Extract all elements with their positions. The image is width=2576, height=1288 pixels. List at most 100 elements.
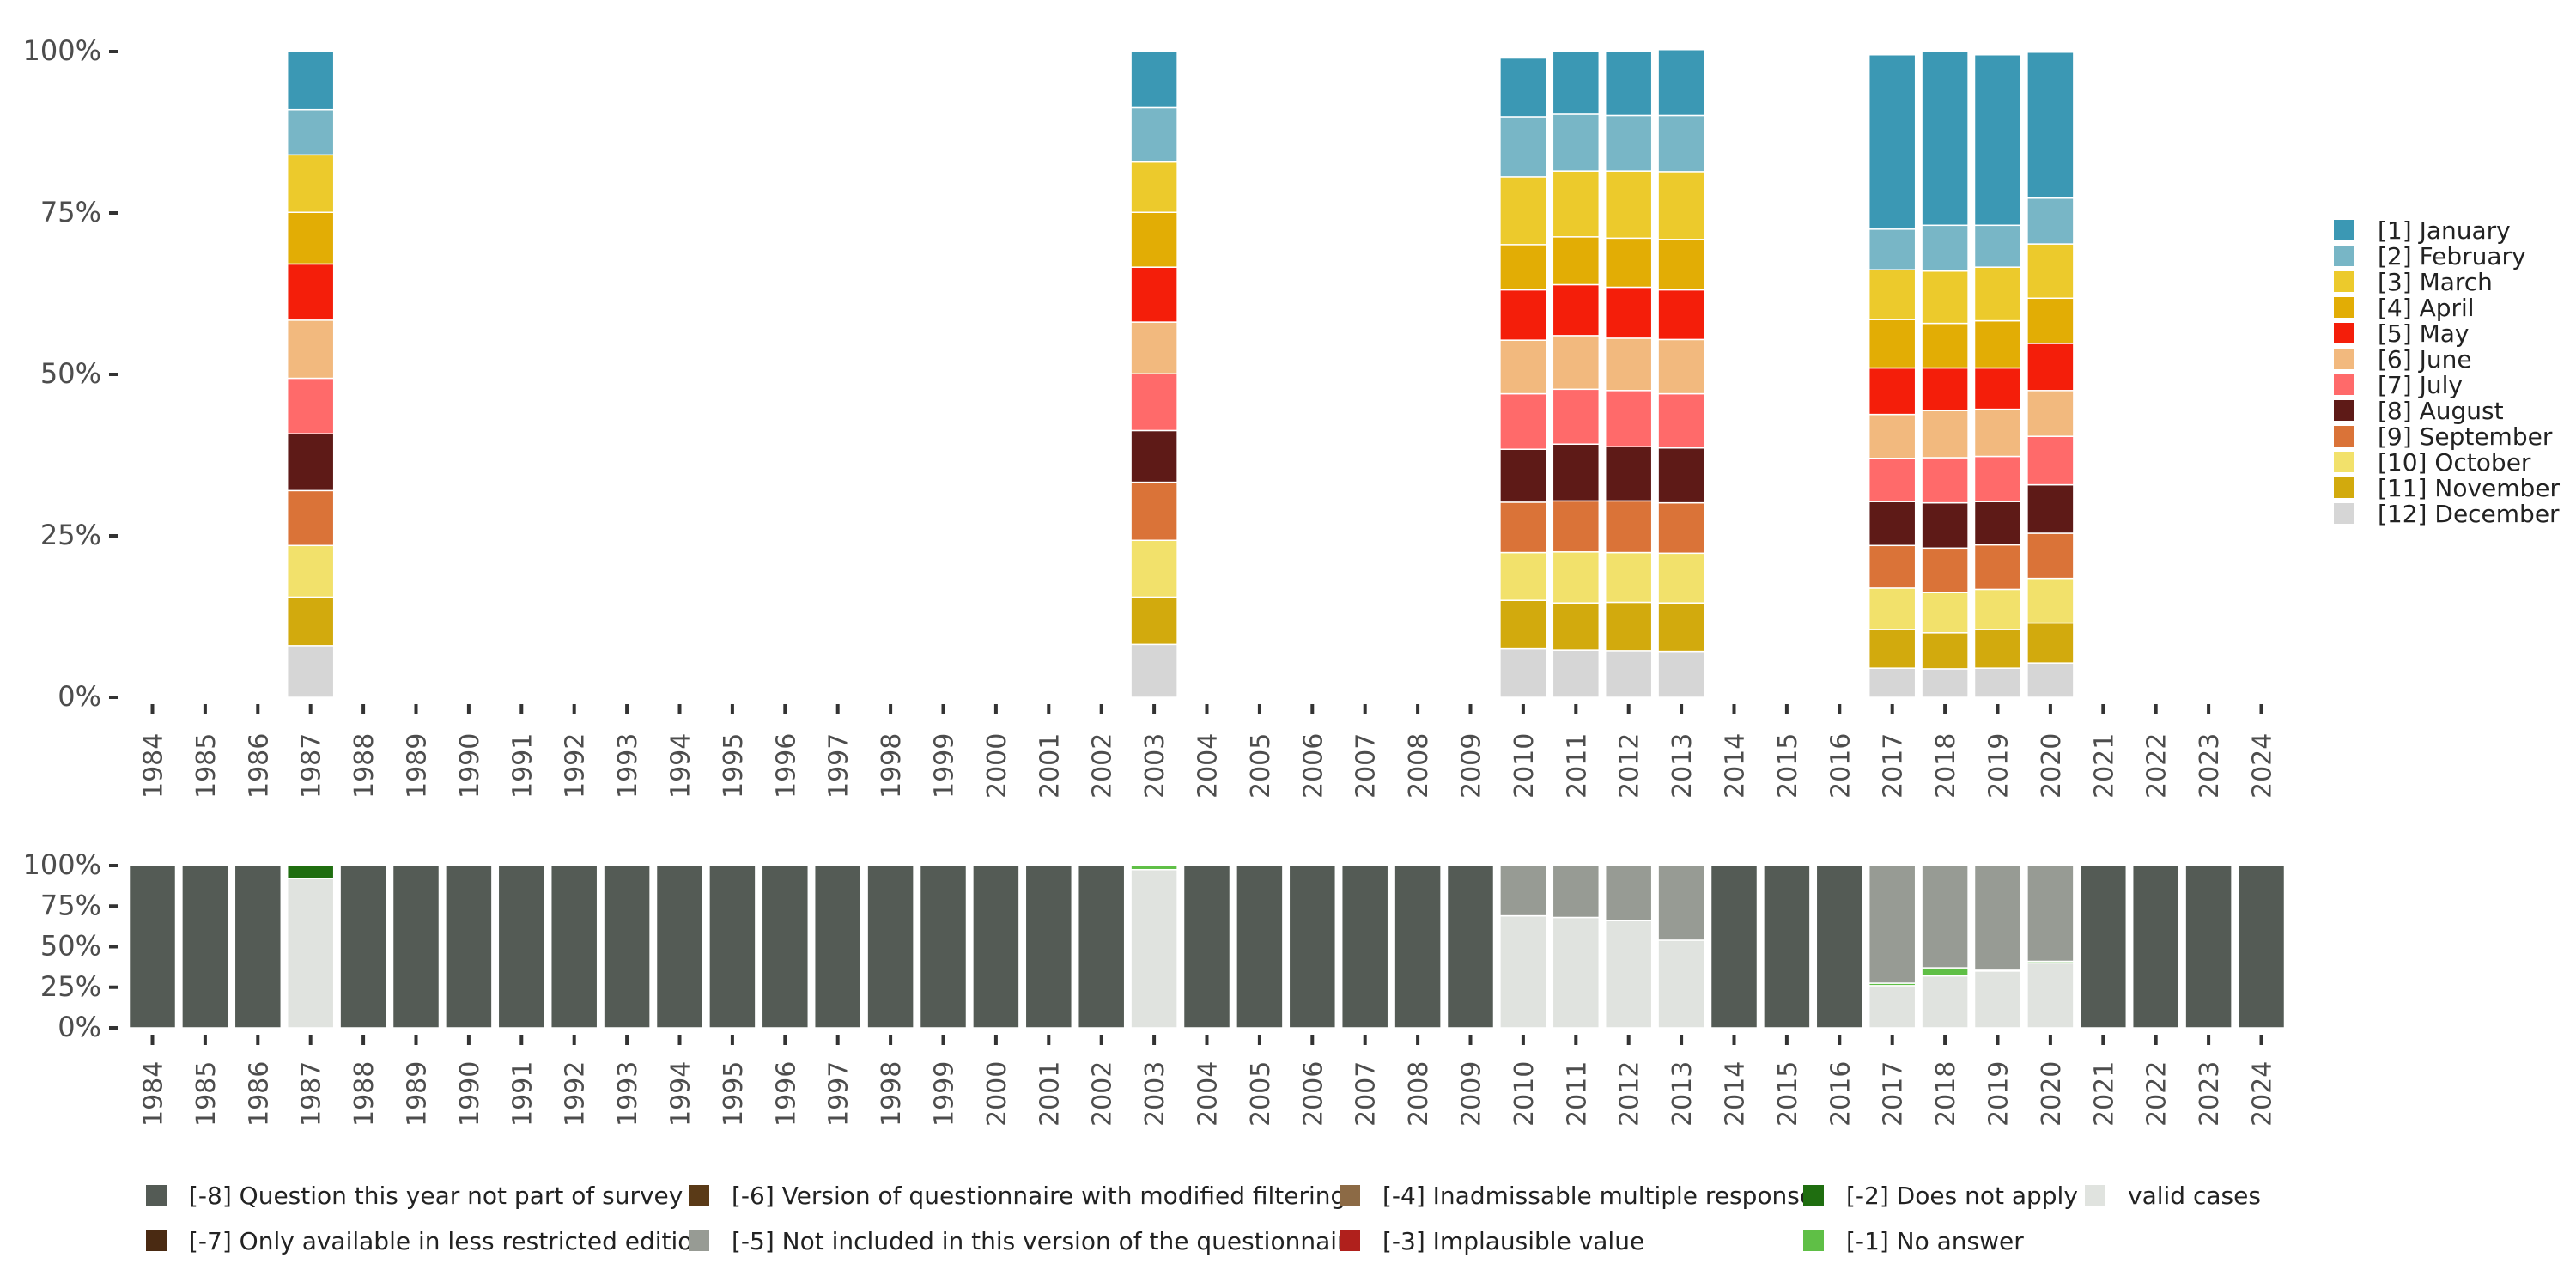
top-bar-segment bbox=[1868, 667, 1917, 698]
top-bar-segment bbox=[1499, 501, 1547, 554]
bottom-bar-segment bbox=[1710, 865, 1759, 1029]
top-bar-segment bbox=[1130, 321, 1178, 374]
top-bar-segment bbox=[286, 377, 335, 434]
top-x-tick-label: 2021 bbox=[2089, 733, 2119, 799]
bottom-y-tick-label: 50% bbox=[40, 930, 101, 963]
legend-label: [2] February bbox=[2378, 241, 2526, 270]
bottom-bar-segment bbox=[1552, 865, 1601, 919]
legend-label: [-6] Version of questionnaire with modif… bbox=[732, 1181, 1346, 1210]
top-x-tick-label: 1995 bbox=[719, 733, 749, 799]
bottom-bar-segment bbox=[1077, 865, 1126, 1029]
bottom-bar-segment bbox=[866, 865, 914, 1029]
top-bar-segment bbox=[1552, 113, 1601, 172]
legend-item-missing: [-5] Not included in this version of the… bbox=[689, 1224, 1361, 1258]
top-bar-segment bbox=[1868, 367, 1917, 416]
bottom-x-tick-label: 2008 bbox=[1404, 1061, 1434, 1127]
top-bar-segment bbox=[1921, 632, 1969, 670]
bottom-bar-segment bbox=[1340, 865, 1389, 1029]
bottom-bar-segment bbox=[1446, 865, 1495, 1029]
top-x-tick-label: 2007 bbox=[1352, 733, 1382, 799]
top-x-tick-label: 1992 bbox=[561, 733, 591, 799]
top-bar-segment bbox=[1499, 289, 1547, 341]
top-bar-segment bbox=[1973, 629, 2022, 669]
bottom-x-tick-label: 1994 bbox=[666, 1061, 696, 1127]
bottom-x-tick-label: 2007 bbox=[1352, 1061, 1382, 1127]
top-bar-segment bbox=[1921, 367, 1969, 411]
bottom-x-tick-label: 2004 bbox=[1194, 1061, 1224, 1127]
bottom-bar-segment bbox=[1657, 865, 1705, 941]
top-bar-segment bbox=[1552, 388, 1601, 445]
top-x-tick-label: 2020 bbox=[2037, 733, 2067, 799]
bottom-x-tick-label: 2012 bbox=[1615, 1061, 1645, 1127]
top-bar-segment bbox=[1552, 236, 1601, 286]
top-x-tick-label: 2011 bbox=[1562, 733, 1592, 799]
bottom-x-tick-label: 2016 bbox=[1826, 1061, 1856, 1127]
legend-swatch bbox=[2334, 426, 2354, 447]
legend-item-month: [4] April bbox=[2334, 294, 2560, 322]
top-x-tick-label: 2003 bbox=[1140, 733, 1170, 799]
top-bar-segment bbox=[1130, 373, 1178, 432]
bottom-x-tick-label: 1993 bbox=[613, 1061, 643, 1127]
top-bar-segment bbox=[1552, 443, 1601, 502]
top-bar-segment bbox=[1868, 544, 1917, 589]
bottom-x-tick-label: 1988 bbox=[349, 1061, 380, 1127]
legend-label: [-8] Question this year not part of surv… bbox=[189, 1181, 683, 1210]
bottom-x-tick-label: 2019 bbox=[1984, 1061, 2014, 1127]
bottom-bar-segment bbox=[339, 865, 387, 1029]
top-x-tick-label: 2012 bbox=[1615, 733, 1645, 799]
top-x-tick-label: 2000 bbox=[982, 733, 1012, 799]
top-bar-segment bbox=[1604, 337, 1653, 392]
legend-swatch bbox=[689, 1230, 709, 1251]
top-bar-segment bbox=[1130, 161, 1178, 213]
bottom-x-tick-label: 2003 bbox=[1140, 1061, 1170, 1127]
bottom-x-tick-label: 1995 bbox=[719, 1061, 749, 1127]
top-bar-segment bbox=[2026, 435, 2075, 486]
top-bar-segment bbox=[1657, 501, 1705, 555]
top-x-tick-label: 1987 bbox=[297, 733, 327, 799]
top-bar-segment bbox=[2026, 297, 2075, 344]
bottom-x-tick-label: 2013 bbox=[1668, 1061, 1698, 1127]
legend-swatch bbox=[2334, 452, 2354, 472]
top-bar-segment bbox=[286, 544, 335, 598]
top-bar-segment bbox=[1552, 551, 1601, 604]
top-bar-segment bbox=[1499, 551, 1547, 601]
top-bar-segment bbox=[1921, 547, 1969, 593]
top-bar-segment bbox=[2026, 390, 2075, 437]
top-x-tick-label: 2019 bbox=[1984, 733, 2014, 799]
legend-swatch bbox=[2334, 323, 2354, 343]
bottom-x-tick-label: 1990 bbox=[455, 1061, 485, 1127]
legend-swatch bbox=[2334, 271, 2354, 292]
bottom-bar-segment bbox=[181, 865, 229, 1029]
top-bar-segment bbox=[1657, 239, 1705, 291]
bottom-bar-segment bbox=[761, 865, 810, 1029]
legend-swatch bbox=[2334, 220, 2354, 240]
bottom-x-tick-label: 2024 bbox=[2248, 1061, 2278, 1127]
bottom-x-tick-label: 1997 bbox=[824, 1061, 854, 1127]
bottom-bar-segment bbox=[286, 878, 335, 1029]
top-bar-segment bbox=[286, 319, 335, 380]
top-bar-segment bbox=[1604, 500, 1653, 554]
bottom-x-tick-label: 2005 bbox=[1246, 1061, 1276, 1127]
legend-item-missing: [-8] Question this year not part of surv… bbox=[146, 1178, 683, 1212]
top-x-tick-label: 2013 bbox=[1668, 733, 1698, 799]
top-x-tick-label: 2014 bbox=[1721, 733, 1751, 799]
bottom-x-tick-label: 2009 bbox=[1457, 1061, 1487, 1127]
top-chart-months: 0% 25% 50% 75% 100% 1984 1985 1986 1987 1988 1989 1… bbox=[23, 34, 2278, 799]
legend-label: [1] January bbox=[2378, 216, 2511, 245]
top-bar-segment bbox=[1868, 629, 1917, 669]
top-x-tick-label: 2008 bbox=[1404, 733, 1434, 799]
top-bar-segment bbox=[1973, 367, 2022, 410]
bottom-bar-segment bbox=[1763, 865, 1811, 1029]
bottom-bar-segment bbox=[1130, 865, 1178, 871]
legend-label: [10] October bbox=[2378, 447, 2531, 477]
top-bar-segment bbox=[1552, 170, 1601, 238]
legend-swatch bbox=[2334, 503, 2354, 524]
top-bar-segment bbox=[1130, 106, 1178, 163]
top-bar-segment bbox=[1130, 51, 1178, 109]
legend-swatch bbox=[689, 1185, 709, 1206]
top-bar-segment bbox=[1130, 211, 1178, 268]
top-bar-segment bbox=[1973, 588, 2022, 630]
legend-item-month: [11] November bbox=[2334, 474, 2560, 502]
top-bar-segment bbox=[286, 596, 335, 647]
legend-label: [7] July bbox=[2378, 370, 2463, 399]
